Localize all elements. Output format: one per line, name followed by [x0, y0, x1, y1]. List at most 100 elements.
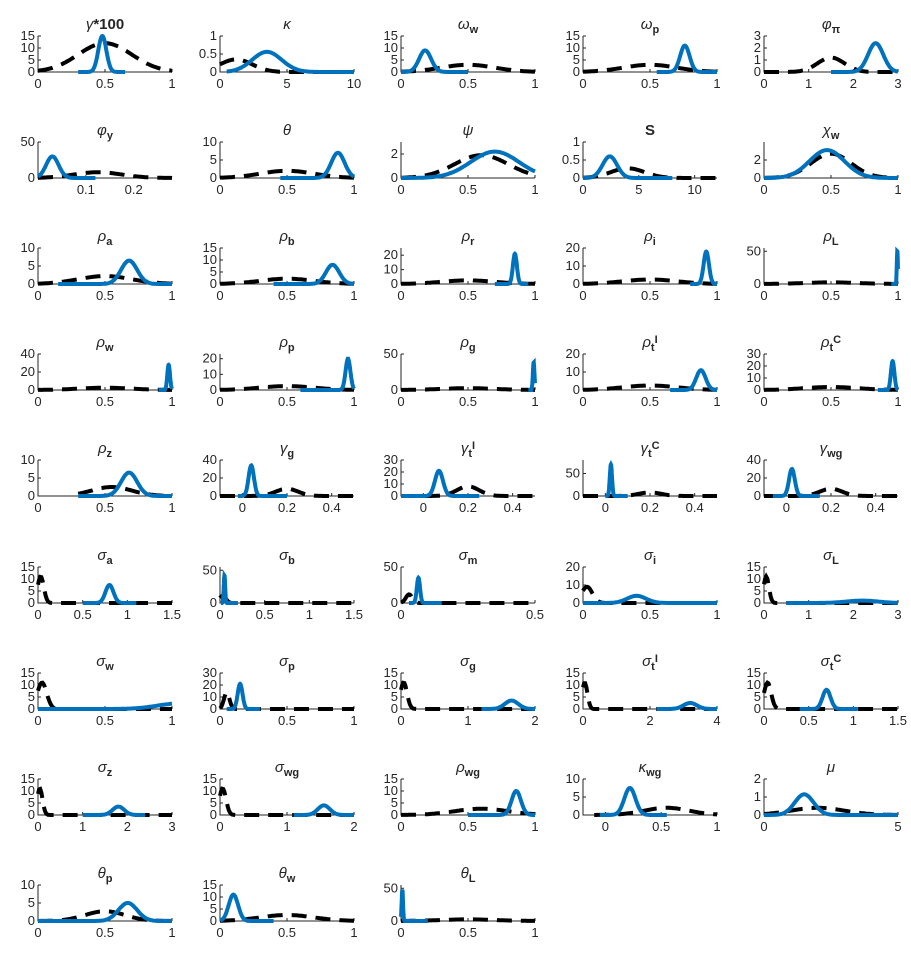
x-tick-label: 0 [579, 182, 586, 197]
posterior-density-line [763, 148, 898, 180]
x-tick-label: 1 [713, 607, 720, 622]
y-tick-label: 20 [384, 247, 398, 262]
subplot-title: κwg [639, 759, 662, 779]
x-tick-label: 1 [531, 925, 538, 940]
y-tick-label: 5 [28, 689, 35, 704]
x-tick-label: 1 [350, 394, 357, 409]
x-tick-label: 1 [531, 819, 538, 834]
y-tick-label: 0 [28, 807, 35, 822]
x-tick-label: 0.5 [96, 394, 114, 409]
posterior-density-line [219, 892, 274, 923]
y-tick-label: 0 [754, 382, 761, 397]
x-tick-label: 1 [713, 819, 720, 834]
x-tick-label: 0 [34, 607, 41, 622]
posterior-density-line [599, 785, 667, 817]
y-tick-label: 10 [384, 262, 398, 277]
x-tick-label: 2 [646, 713, 653, 728]
y-tick-label: 0 [573, 382, 580, 397]
y-tick-label: 10 [566, 771, 580, 786]
y-tick-label: 10 [203, 689, 217, 704]
subplot-title: ρp [278, 334, 295, 354]
x-tick-label: 0 [397, 925, 404, 940]
y-tick-label: 10 [566, 40, 580, 55]
y-tick-label: 5 [210, 901, 217, 916]
subplot-title: γ*100 [86, 16, 124, 33]
subplot-title: σtC [821, 653, 842, 673]
y-tick-label: 0 [210, 488, 217, 503]
posterior-density-line [690, 249, 717, 286]
x-tick-label: 0.4 [686, 500, 704, 515]
y-tick-label: 0 [28, 913, 35, 928]
posterior-density-line [220, 569, 238, 605]
subplot-38: κwg 0 5 10 0 0.5 1 [566, 759, 721, 834]
axis-lines [37, 673, 172, 710]
y-tick-label: 0 [573, 807, 580, 822]
x-tick-label: 1 [531, 76, 538, 91]
y-tick-label: 0 [210, 276, 217, 291]
subplot-23: γtC 0 50 0 0.2 0.4 [566, 440, 717, 515]
subplot-title: ψ [463, 122, 474, 139]
prior-density-line [762, 679, 898, 711]
subplot-title: ωp [641, 16, 660, 36]
subplot-title: σtI [642, 653, 658, 673]
axis-lines [37, 779, 172, 816]
y-tick-label: 10 [203, 783, 217, 798]
x-tick-label: 1 [894, 182, 901, 197]
subplot-5: φy 0 50 0.1 0.2 [21, 122, 173, 197]
subplot-title: ρtI [641, 334, 657, 354]
y-tick-label: 5 [28, 52, 35, 67]
x-tick-label: 0.4 [504, 500, 522, 515]
x-tick-label: 0 [34, 713, 41, 728]
posterior-density-line [494, 250, 529, 286]
y-tick-label: 15 [203, 240, 217, 255]
y-tick-label: 3 [754, 28, 761, 43]
x-tick-label: 0 [397, 76, 404, 91]
subplot-title: σg [460, 653, 476, 673]
subplot-title: γtC [640, 440, 659, 460]
y-tick-label: 5 [28, 583, 35, 598]
subplot-10: ρa 0 5 10 0 0.5 1 [21, 228, 176, 303]
subplot-title: σm [459, 547, 478, 567]
posterior-density-line [656, 701, 717, 711]
subplot-title: μ [826, 759, 835, 776]
x-tick-label: 0.5 [96, 500, 114, 515]
x-tick-label: 0.4 [323, 500, 341, 515]
subplot-6: θ 0 5 10 0 0.5 1 [203, 122, 358, 197]
x-tick-label: 0 [34, 925, 41, 940]
subplot-title: κ [283, 16, 292, 33]
x-tick-label: 1 [713, 394, 720, 409]
posterior-density-line [82, 582, 137, 605]
x-tick-label: 0 [602, 500, 609, 515]
x-tick-label: 1 [168, 713, 175, 728]
y-tick-label: 1 [573, 134, 580, 149]
x-tick-label: 5 [635, 182, 642, 197]
y-tick-label: 15 [747, 559, 761, 574]
x-tick-label: 0 [760, 607, 767, 622]
y-tick-label: 40 [747, 452, 761, 467]
y-tick-label: 20 [566, 559, 580, 574]
subplot-title: σw [96, 653, 114, 673]
posterior-density-line [831, 41, 899, 74]
x-tick-label: 0 [760, 394, 767, 409]
y-tick-label: 0 [391, 807, 398, 822]
subplot-title: θ [283, 122, 291, 139]
x-tick-label: 1 [124, 607, 131, 622]
subplot-20: ρz 0 5 10 0 0.5 1 [21, 440, 176, 515]
subplot-40: θp 0 5 10 0 0.5 1 [21, 865, 176, 940]
subplot-title: θw [279, 865, 296, 885]
y-tick-label: 0 [210, 170, 217, 185]
x-tick-label: 0.5 [822, 288, 840, 303]
x-tick-label: 0 [760, 819, 767, 834]
posterior-density-line [409, 574, 442, 605]
posterior-density-line [293, 803, 354, 817]
posterior-density-line [300, 356, 356, 392]
prior-density-line [764, 55, 898, 74]
y-tick-label: 5 [573, 52, 580, 67]
